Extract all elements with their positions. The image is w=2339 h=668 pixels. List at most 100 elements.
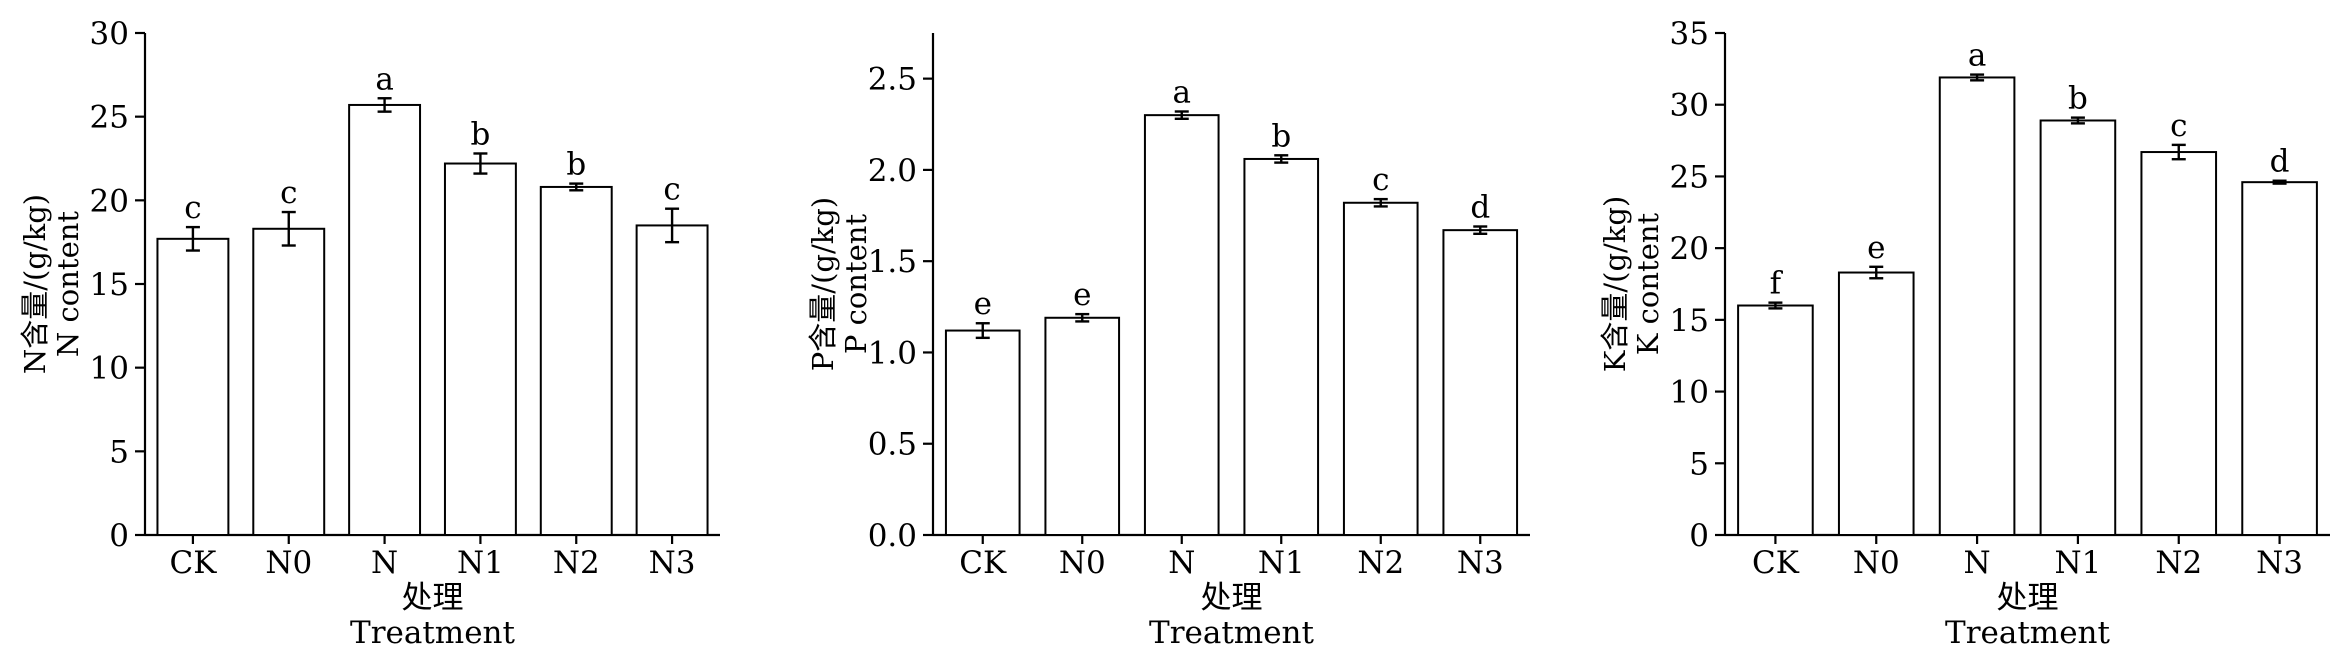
significance-letter: e bbox=[974, 286, 992, 322]
chart-3: 0 5 10 15 20 25 30 35 f CK e N0 a Nb N1 c N2 d N3 处理Treatme… bbox=[1598, 16, 2330, 651]
x-axis-label-en: Treatment bbox=[1149, 615, 1314, 651]
x-tick-label: N3 bbox=[2256, 545, 2303, 581]
x-axis-label-cn: 处理 bbox=[402, 580, 464, 616]
bar-n bbox=[1143, 114, 1220, 537]
error-bar bbox=[2171, 143, 2186, 161]
y-tick-label: 2.0 bbox=[868, 153, 917, 189]
bar-n3 bbox=[1442, 229, 1519, 537]
x-tick-label: CK bbox=[959, 545, 1007, 581]
significance-letter: c bbox=[2170, 108, 2187, 144]
error-bar bbox=[1075, 312, 1090, 323]
significance-letter: a bbox=[375, 61, 393, 97]
bar-n2 bbox=[2140, 151, 2218, 536]
x-tick-label: N1 bbox=[457, 545, 504, 581]
x-tick-label: N0 bbox=[265, 545, 312, 581]
y-tick-label: 20 bbox=[1670, 231, 1709, 267]
significance-letter: c bbox=[663, 172, 680, 208]
significance-letter: c bbox=[280, 175, 297, 211]
y-tick-label: 15 bbox=[1670, 303, 1709, 339]
y-axis-label-cn: P含量/(g/kg) bbox=[806, 197, 840, 371]
x-tick-label: CK bbox=[169, 545, 217, 581]
chart-2: 0.0 0.5 1.0 1.5 2.0 2.5 e CK e N0 a Nb N1 c N2 d N3 处理Tre… bbox=[806, 33, 1530, 651]
error-bar bbox=[665, 207, 680, 244]
significance-letter: b bbox=[470, 116, 490, 152]
y-tick-label: 0.5 bbox=[868, 427, 917, 463]
bar-n3 bbox=[635, 224, 709, 537]
bar-n1 bbox=[2039, 119, 2117, 537]
y-tick-label: 0 bbox=[109, 518, 129, 554]
bar-n0 bbox=[252, 227, 326, 536]
y-tick-label: 30 bbox=[1670, 88, 1709, 124]
x-tick-label: N3 bbox=[1457, 545, 1504, 581]
error-bar bbox=[1970, 73, 1985, 82]
x-axis-label-en: Treatment bbox=[1945, 615, 2110, 651]
bar-n2 bbox=[1342, 201, 1419, 536]
significance-letter: a bbox=[1968, 38, 1986, 74]
y-axis-label-cn: K含量/(g/kg) bbox=[1598, 196, 1632, 373]
y-axis-label-en: N content bbox=[51, 211, 85, 357]
significance-letter: f bbox=[1770, 266, 1784, 302]
significance-letter: d bbox=[2270, 144, 2290, 180]
x-tick-label: N2 bbox=[1357, 545, 1404, 581]
error-bar bbox=[185, 225, 200, 252]
error-bar bbox=[281, 210, 296, 247]
error-bar bbox=[1373, 197, 1388, 208]
x-axis-label-cn: 处理 bbox=[1201, 580, 1263, 616]
x-tick-label: N bbox=[1168, 545, 1195, 581]
bar-n2 bbox=[539, 185, 613, 537]
y-tick-label: 15 bbox=[90, 267, 129, 303]
error-bar bbox=[569, 182, 584, 192]
bar-n0 bbox=[1044, 316, 1121, 536]
x-tick-label: N bbox=[1964, 545, 1991, 581]
y-tick-label: 25 bbox=[90, 100, 129, 136]
x-tick-label: N bbox=[371, 545, 398, 581]
y-tick-label: 1.5 bbox=[868, 244, 917, 280]
bar-n1 bbox=[1243, 157, 1320, 536]
error-bar bbox=[1869, 265, 1884, 280]
bar-n bbox=[1938, 76, 2016, 536]
error-bar bbox=[2070, 116, 2085, 125]
bar-n0 bbox=[1837, 271, 1915, 536]
error-bar bbox=[1473, 225, 1488, 236]
error-bar bbox=[2272, 179, 2287, 185]
y-axis-label-en: P content bbox=[839, 214, 873, 355]
significance-letter: c bbox=[1372, 162, 1389, 198]
y-tick-label: 0 bbox=[1689, 518, 1709, 554]
significance-letter: b bbox=[2068, 81, 2088, 117]
bar-n bbox=[348, 103, 422, 536]
y-tick-label: 25 bbox=[1670, 159, 1709, 195]
bar-ck bbox=[944, 329, 1021, 537]
significance-letter: e bbox=[1073, 277, 1091, 313]
bar-ck bbox=[156, 237, 230, 536]
x-tick-label: N2 bbox=[553, 545, 600, 581]
y-axis-label-en: K content bbox=[1631, 212, 1665, 355]
bar-ck bbox=[1737, 304, 1814, 536]
significance-letter: d bbox=[1470, 189, 1490, 225]
y-tick-label: 0.0 bbox=[868, 518, 917, 554]
significance-letter: b bbox=[1271, 118, 1291, 154]
x-tick-label: N1 bbox=[1258, 545, 1305, 581]
bar-n1 bbox=[443, 162, 517, 537]
chart-1: 0 5 10 15 20 25 30 c CK c N0 a Nb N1 b N2 c N3 处理Treatment… bbox=[18, 16, 720, 651]
bar-n3 bbox=[2241, 181, 2318, 536]
error-bar bbox=[1274, 154, 1289, 164]
y-tick-label: 5 bbox=[1689, 446, 1709, 482]
error-bar bbox=[1768, 301, 1783, 310]
y-axis-label-cn: N含量/(g/kg) bbox=[18, 194, 52, 374]
error-bar bbox=[473, 152, 488, 175]
y-tick-label: 10 bbox=[1670, 375, 1709, 411]
x-axis-label-cn: 处理 bbox=[1997, 580, 2059, 616]
x-tick-label: N0 bbox=[1853, 545, 1900, 581]
error-bar bbox=[1174, 110, 1189, 120]
x-tick-label: N2 bbox=[2155, 545, 2202, 581]
y-tick-label: 30 bbox=[90, 16, 129, 52]
x-tick-label: N3 bbox=[649, 545, 696, 581]
y-tick-label: 20 bbox=[90, 183, 129, 219]
significance-letter: e bbox=[1867, 230, 1885, 266]
significance-letter: b bbox=[566, 147, 586, 183]
x-tick-label: CK bbox=[1752, 545, 1800, 581]
y-tick-label: 5 bbox=[109, 434, 129, 470]
significance-letter: a bbox=[1173, 74, 1191, 110]
x-tick-label: N0 bbox=[1059, 545, 1106, 581]
